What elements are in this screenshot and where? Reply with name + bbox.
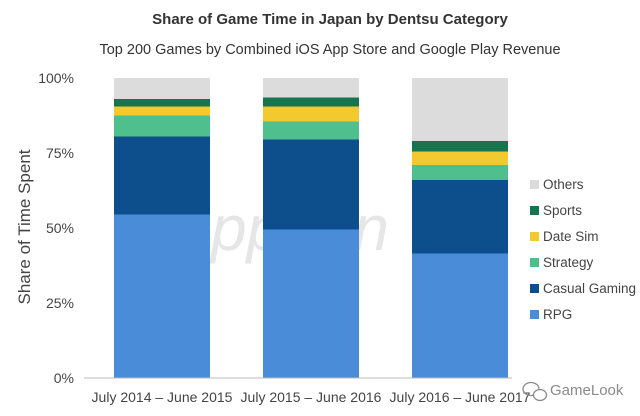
legend-label: Others (543, 177, 584, 192)
legend-item: Date Sim (530, 229, 599, 244)
legend-swatch (530, 310, 539, 319)
legend-label: Casual Gaming (543, 281, 636, 296)
legend-swatch (530, 284, 539, 293)
wechat-icon (522, 381, 548, 402)
x-axis-ticks: July 2014 – June 2015 July 2015 – June 20… (92, 389, 531, 405)
y-tick-label: 100% (38, 70, 74, 86)
legend-label: Sports (543, 203, 582, 218)
bars (114, 78, 508, 378)
bar-segment-strategy (114, 115, 210, 137)
bar-segment-casual-gaming (412, 180, 508, 254)
legend-label: RPG (543, 307, 572, 322)
legend-item: Casual Gaming (530, 281, 636, 296)
legend-item: RPG (530, 307, 572, 322)
bar-segment-rpg (263, 229, 359, 378)
bar-segment-date-sim (263, 106, 359, 122)
legend-swatch (530, 180, 539, 189)
legend-swatch (530, 258, 539, 267)
bar-segment-others (412, 78, 508, 141)
legend-item: Sports (530, 203, 582, 218)
y-tick-label: 75% (46, 145, 74, 161)
chart-subtitle: Top 200 Games by Combined iOS App Store … (99, 42, 560, 58)
legend-swatch (530, 206, 539, 215)
bar-group (412, 78, 508, 378)
legend-item: Strategy (530, 255, 594, 270)
y-axis-ticks: 0% 25% 50% 75% 100% (38, 70, 74, 386)
bar-segment-rpg (412, 253, 508, 378)
bar-segment-casual-gaming (263, 139, 359, 230)
chart-title: Share of Game Time in Japan by Dentsu Ca… (152, 11, 508, 28)
y-tick-label: 25% (46, 295, 74, 311)
bar-segment-casual-gaming (114, 136, 210, 215)
y-tick-label: 50% (46, 220, 74, 236)
bar-segment-rpg (114, 214, 210, 378)
legend-item: Others (530, 177, 584, 192)
bar-group (263, 78, 359, 378)
x-tick-label: July 2016 – June 2017 (390, 389, 531, 405)
bar-segment-others (263, 78, 359, 98)
bar-segment-date-sim (412, 151, 508, 165)
x-tick-label: July 2014 – June 2015 (92, 389, 233, 405)
bar-segment-date-sim (114, 106, 210, 116)
bar-segment-strategy (263, 121, 359, 140)
bar-segment-sports (263, 97, 359, 107)
legend-label: Date Sim (543, 229, 599, 244)
y-axis-label: Share of Time Spent (15, 149, 34, 304)
gamelook-watermark: GameLook (522, 381, 624, 402)
legend: Others Sports Date Sim Strategy Casual Gamin… (530, 177, 636, 322)
gamelook-logo-text: GameLook (550, 382, 624, 399)
y-tick-label: 0% (54, 370, 74, 386)
bar-group (114, 78, 210, 378)
bar-segment-sports (412, 141, 508, 152)
legend-swatch (530, 232, 539, 241)
x-tick-label: July 2015 – June 2016 (241, 389, 382, 405)
bar-segment-sports (114, 99, 210, 107)
legend-label: Strategy (543, 255, 594, 270)
bar-segment-strategy (412, 165, 508, 180)
bar-segment-others (114, 78, 210, 99)
